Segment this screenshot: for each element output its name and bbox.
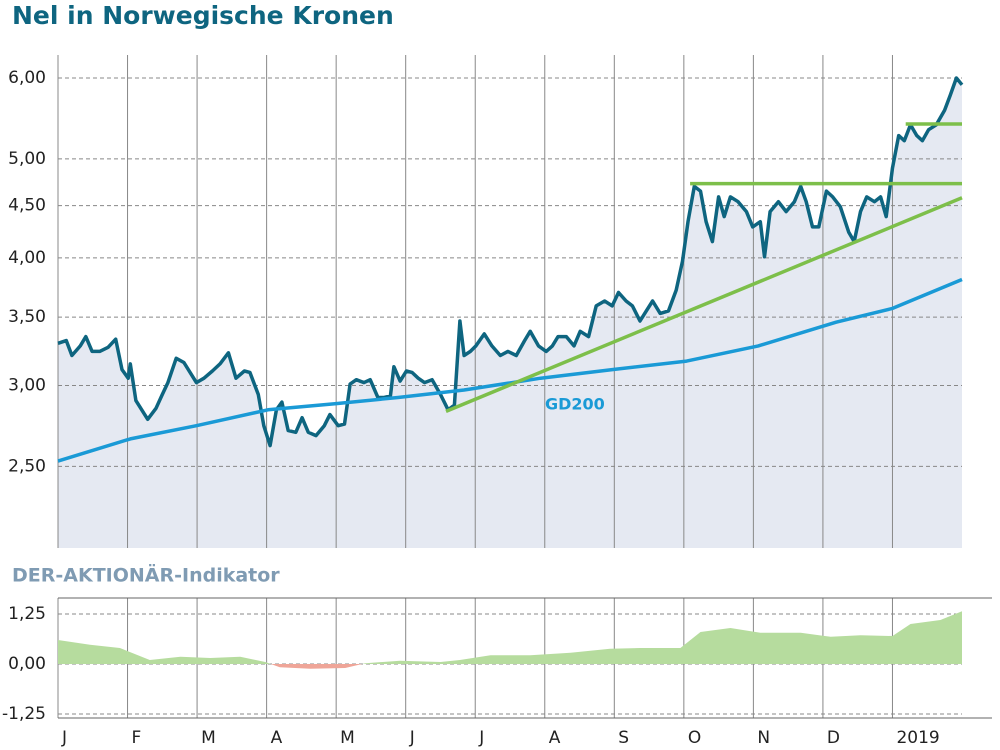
x-tick-label: N [757,728,770,748]
x-tick-label: J [61,728,67,748]
y-tick-label: 0,00 [8,654,46,674]
price-area [58,78,962,548]
x-tick-label: 2019 [896,728,939,748]
x-tick-label: D [827,728,840,748]
y-tick-label: 3,00 [8,376,46,396]
trend-line [445,196,963,414]
x-tick-label: M [201,728,216,748]
indicator-title: DER-AKTIONÄR-Indikator [12,563,280,587]
x-tick-label: J [409,728,415,748]
y-tick-label: 1,25 [8,604,46,624]
x-tick-label: A [271,728,283,748]
indicator-area [58,611,962,669]
y-tick-label: 2,50 [8,456,46,476]
series-label: GD200 [545,395,605,414]
x-tick-label: S [618,728,629,748]
x-tick-label: J [478,728,484,748]
y-tick-label: 4,00 [8,248,46,268]
y-tick-label: 4,50 [8,196,46,216]
chart-title: Nel in Norwegische Kronen [12,1,394,30]
x-tick-label: O [688,728,701,748]
y-tick-label: -1,25 [2,704,46,724]
x-tick-label: A [549,728,561,748]
x-tick-label: M [340,728,355,748]
y-tick-label: 5,00 [8,149,46,169]
y-tick-label: 3,50 [8,307,46,327]
price-line [57,76,964,448]
ma-line [57,277,963,463]
y-tick-label: 6,00 [8,68,46,88]
x-tick-label: F [132,728,142,748]
